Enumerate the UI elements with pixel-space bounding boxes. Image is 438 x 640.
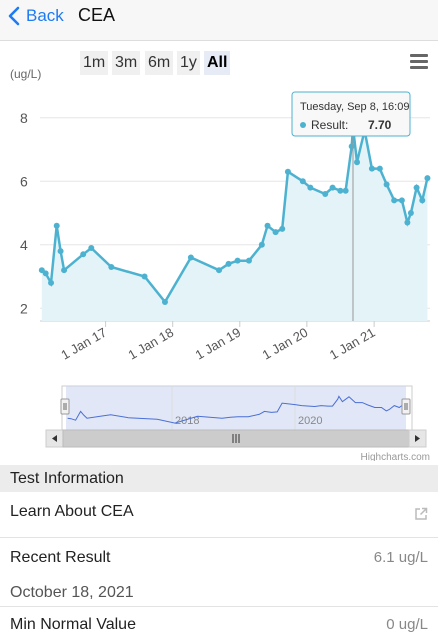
learn-about-row[interactable]: Learn About CEA xyxy=(0,492,438,536)
tooltip-label: Result: xyxy=(311,118,348,132)
data-point xyxy=(398,197,405,204)
data-point xyxy=(376,165,383,172)
tooltip: Tuesday, Sep 8, 16:09 Result: 7.70 xyxy=(291,91,411,321)
data-point xyxy=(234,257,241,264)
navigator-selection[interactable] xyxy=(66,386,406,430)
data-point xyxy=(383,181,390,188)
y-axis-label: (ug/L) xyxy=(10,67,41,81)
data-point xyxy=(407,210,414,217)
data-point xyxy=(404,219,411,226)
page-title: CEA xyxy=(78,5,116,25)
data-point xyxy=(299,178,306,185)
back-button[interactable]: Back xyxy=(8,4,64,28)
range-button-6m[interactable]: 6m xyxy=(145,51,174,75)
data-point xyxy=(342,187,349,194)
recent-result-label: Recent Result xyxy=(10,549,111,566)
data-point xyxy=(161,298,168,305)
recent-result-row: Recent Result 6.1 ug/L xyxy=(0,542,438,574)
tooltip-value: 7.70 xyxy=(368,118,392,132)
min-normal-value: 0 ug/L xyxy=(386,616,428,633)
navigator-series-line xyxy=(67,395,405,424)
range-button-1y[interactable]: 1y xyxy=(177,51,200,75)
navigator-right-handle[interactable] xyxy=(401,398,411,415)
data-point xyxy=(187,254,194,261)
section-header-test-information: Test Information xyxy=(0,465,438,492)
data-point xyxy=(424,175,431,182)
chart-menu-icon[interactable] xyxy=(410,54,428,72)
data-point xyxy=(57,248,64,255)
navigator-year-label: 2020 xyxy=(298,415,322,427)
series-area xyxy=(41,127,428,321)
x-tick-label: 1 Jan 18 xyxy=(126,325,177,363)
data-point xyxy=(348,143,355,150)
data-point xyxy=(108,264,115,271)
x-tick-label: 1 Jan 19 xyxy=(193,325,244,363)
data-point xyxy=(391,197,398,204)
data-point xyxy=(354,159,361,166)
x-tick-label: 1 Jan 21 xyxy=(327,325,378,363)
data-point xyxy=(272,229,279,236)
cea-line-chart: (ug/L) 2 4 6 8 1 Jan 17 1 Jan 18 1 Jan 19 1 Ja… xyxy=(10,67,431,461)
data-point xyxy=(368,165,375,172)
data-point xyxy=(53,222,60,229)
data-point xyxy=(80,251,87,258)
data-point xyxy=(42,270,49,277)
data-point xyxy=(141,273,148,280)
range-button-3m[interactable]: 3m xyxy=(112,51,141,75)
data-point xyxy=(225,260,232,267)
recent-result-date: October 18, 2021 xyxy=(10,584,134,601)
navigation-bar: Back CEA xyxy=(0,0,438,41)
data-point xyxy=(419,197,426,204)
tooltip-date: Tuesday, Sep 8, 16:09 xyxy=(300,101,409,113)
chart-credits[interactable]: Highcharts.com xyxy=(361,452,430,461)
divider xyxy=(0,606,438,607)
y-tick-label: 2 xyxy=(20,300,28,316)
tooltip-bullet xyxy=(300,122,306,128)
navigator[interactable]: 2018 2020 xyxy=(60,385,413,431)
chart-scrollbar[interactable] xyxy=(45,429,427,448)
divider xyxy=(0,537,438,538)
range-button-all[interactable]: All xyxy=(204,51,231,75)
navigator-left-handle[interactable] xyxy=(60,398,70,415)
data-point xyxy=(413,184,420,191)
range-button-1m[interactable]: 1m xyxy=(80,51,109,75)
data-point xyxy=(245,257,252,264)
min-normal-row: Min Normal Value 0 ug/L xyxy=(0,610,438,640)
data-point xyxy=(322,190,329,197)
recent-result-value: 6.1 ug/L xyxy=(373,549,428,566)
y-tick-label: 6 xyxy=(20,173,28,189)
tooltip-box xyxy=(291,91,411,137)
back-label: Back xyxy=(26,6,64,25)
data-point xyxy=(329,184,336,191)
min-normal-label: Min Normal Value xyxy=(10,616,136,633)
data-point xyxy=(216,267,223,274)
x-tick-label: 1 Jan 17 xyxy=(58,325,109,363)
data-point xyxy=(258,241,265,248)
x-tick-label: 1 Jan 20 xyxy=(260,325,311,363)
data-point xyxy=(337,187,344,194)
data-point xyxy=(88,244,95,251)
data-point xyxy=(264,222,271,229)
data-point xyxy=(284,168,291,175)
data-point xyxy=(61,267,68,274)
chart-container: 1m 3m 6m 1y All (ug/L) 2 4 6 8 1 Jan 17 1 Ja… xyxy=(0,41,438,461)
data-point xyxy=(279,225,286,232)
external-link-icon xyxy=(415,507,428,520)
learn-about-label: Learn About CEA xyxy=(10,503,134,520)
data-point xyxy=(307,184,314,191)
y-tick-label: 8 xyxy=(20,110,28,126)
arrow-left-icon xyxy=(52,435,57,442)
arrow-right-icon xyxy=(415,435,420,442)
y-tick-label: 4 xyxy=(20,237,28,253)
chevron-left-icon xyxy=(8,6,20,26)
data-point xyxy=(48,279,55,286)
